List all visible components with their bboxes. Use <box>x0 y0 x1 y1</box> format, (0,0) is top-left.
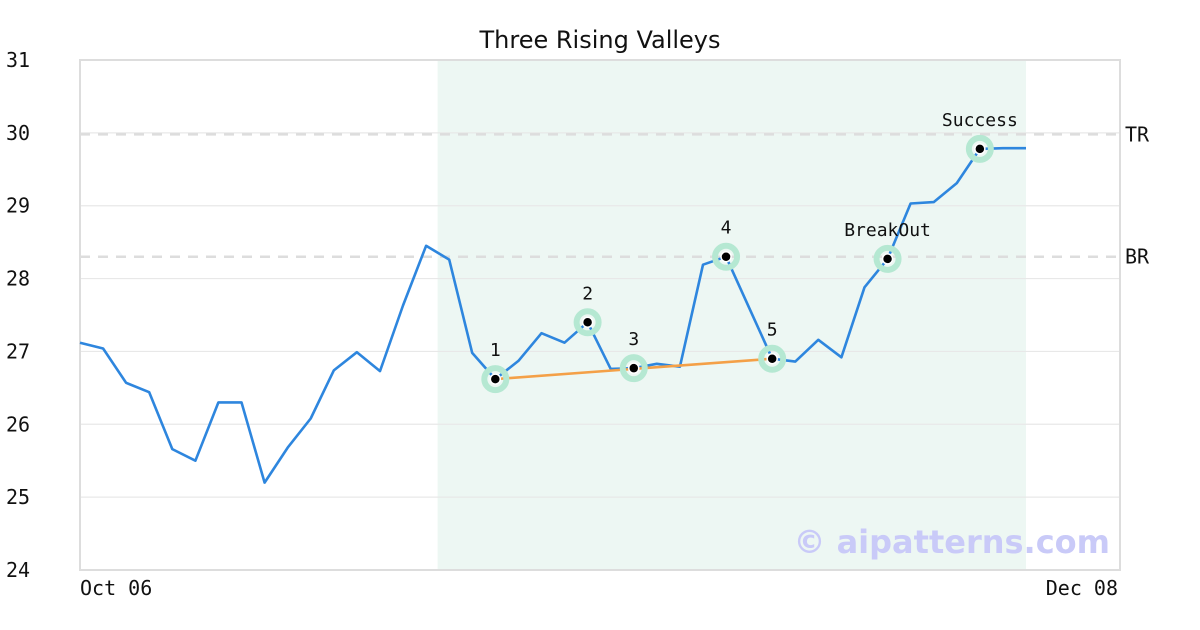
point-label-5: 5 <box>767 320 778 341</box>
y-tick-label: 30 <box>6 121 30 145</box>
point-halo-2 <box>573 308 602 337</box>
point-halo-breakout <box>873 244 902 273</box>
point-label-2: 2 <box>582 283 593 304</box>
point-halo-1 <box>481 365 510 394</box>
point-halo-3 <box>619 354 648 383</box>
point-marker-success <box>974 143 986 155</box>
level-label-tr: TR <box>1125 122 1150 146</box>
series-price-line <box>79 146 1026 484</box>
y-tick-label: 28 <box>6 267 30 291</box>
point-label-1: 1 <box>490 340 501 361</box>
point-marker-5 <box>766 352 778 365</box>
y-axis-ticks: 24 25 26 27 28 29 30 31 <box>6 48 30 582</box>
point-marker-breakout <box>881 253 894 265</box>
y-tick-label: 25 <box>6 485 30 509</box>
point-halo-success <box>965 134 994 163</box>
point-label-breakout: BreakOut <box>844 220 931 241</box>
y-tick-label: 27 <box>6 339 30 363</box>
y-tick-label: 31 <box>6 48 30 72</box>
point-halo-4 <box>712 242 741 271</box>
pattern-points: 1 2 3 4 5 BreakOut Success <box>481 110 1018 394</box>
point-marker-1 <box>489 373 502 385</box>
watermark: © aipatterns.com <box>793 523 1110 561</box>
point-halo-5 <box>758 344 787 373</box>
chart-title: Three Rising Valleys <box>478 26 720 54</box>
x-tick-end: Dec 08 <box>1046 576 1118 600</box>
point-marker-2 <box>581 316 594 329</box>
level-lines: TR BR <box>80 122 1150 269</box>
point-marker-4 <box>720 250 732 263</box>
level-label-br: BR <box>1125 245 1150 269</box>
point-label-4: 4 <box>721 218 732 239</box>
y-tick-label: 29 <box>6 194 30 218</box>
point-label-success: Success <box>942 110 1018 131</box>
highlight-zone <box>437 60 1026 570</box>
plot-frame <box>79 59 1121 571</box>
point-label-3: 3 <box>628 329 639 350</box>
gridlines <box>80 132 1120 498</box>
y-tick-label: 26 <box>6 412 30 436</box>
x-tick-start: Oct 06 <box>80 576 152 600</box>
y-tick-label: 24 <box>6 558 30 582</box>
point-marker-3 <box>628 362 640 374</box>
